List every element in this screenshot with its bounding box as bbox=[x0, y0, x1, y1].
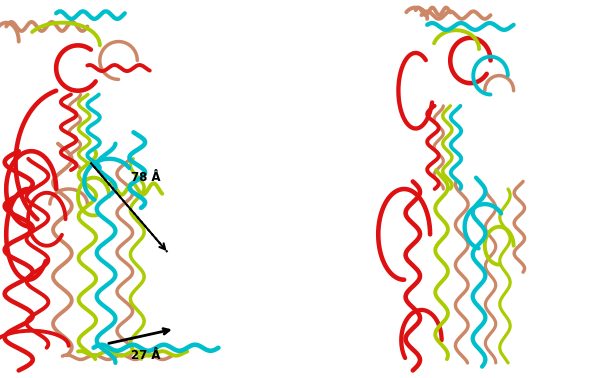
Text: 78 Å: 78 Å bbox=[131, 172, 161, 184]
Text: 27 Å: 27 Å bbox=[131, 349, 160, 362]
